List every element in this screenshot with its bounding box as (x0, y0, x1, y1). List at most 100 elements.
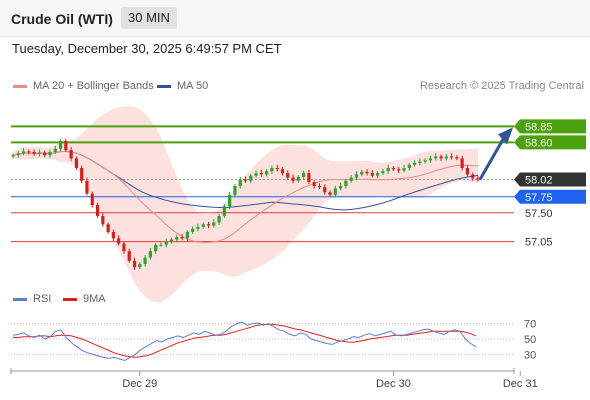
candle-body (418, 161, 422, 163)
candle-body (476, 178, 480, 180)
candle-body (122, 243, 126, 252)
x-axis-label: Dec 29 (122, 378, 157, 390)
candle-body (74, 158, 79, 168)
candle-body (407, 164, 411, 168)
candle-body (381, 171, 385, 174)
candle-body (222, 206, 226, 216)
candle-body (312, 182, 316, 186)
candle-body (455, 157, 459, 159)
price-label: 58.60 (525, 137, 553, 149)
candle-body (376, 173, 380, 176)
candle-body (69, 150, 73, 159)
candle-body (111, 232, 115, 239)
candle-body (307, 173, 311, 183)
candle-body (196, 226, 200, 229)
candle-body (434, 156, 438, 159)
candle-body (175, 237, 179, 240)
candle-body (302, 173, 306, 177)
candle-body (265, 171, 269, 175)
candle-body (465, 168, 470, 175)
candle-body (360, 171, 364, 175)
candle-body (333, 188, 337, 195)
candle-body (391, 168, 396, 170)
candle-body (90, 193, 94, 206)
candle-body (317, 185, 322, 188)
candle-body (148, 251, 152, 258)
candle-body (254, 173, 258, 176)
ma50-swatch (157, 84, 171, 88)
candle-body (143, 257, 147, 264)
x-axis-label: Dec 30 (376, 378, 411, 390)
legend-rsi: RSI (13, 293, 51, 305)
candle-body (53, 148, 57, 152)
instrument-title: Crude Oil (WTI) (11, 11, 113, 27)
candle-body (206, 224, 211, 226)
candle-body (291, 177, 295, 181)
rsi-level-label: 70 (524, 319, 536, 331)
candle-body (106, 224, 110, 232)
header: Crude Oil (WTI) 30 MIN (0, 0, 590, 37)
candle-body (238, 179, 242, 186)
price-label-bg (514, 119, 586, 134)
candle-body (397, 169, 401, 171)
candle-body (85, 180, 89, 194)
candle-body (449, 156, 454, 158)
candle-body (428, 158, 433, 161)
candle-body (185, 232, 189, 239)
candle-body (117, 238, 121, 244)
candle-body (11, 155, 15, 157)
candle-body (127, 251, 131, 261)
price-label: 58.02 (525, 175, 553, 187)
candle-body (460, 158, 464, 168)
price-label: 58.85 (525, 121, 553, 133)
candle-body (169, 239, 174, 242)
rsi-9ma-line (13, 323, 477, 358)
candle-body (243, 179, 248, 181)
timestamp: Tuesday, December 30, 2025 6:49:57 PM CE… (12, 41, 282, 56)
rsi-level-label: 50 (524, 334, 536, 346)
legend-9ma: 9MA (63, 293, 106, 305)
candle-body (439, 156, 443, 159)
candle-body (43, 152, 47, 156)
candle-body (280, 169, 285, 174)
candle-body (64, 141, 68, 151)
candle-body (412, 162, 417, 165)
candle-body (259, 173, 263, 175)
candle-body (132, 260, 137, 268)
ma9-swatch (63, 297, 77, 301)
candle-body (323, 187, 327, 193)
candle-body (249, 175, 253, 181)
candle-body (101, 216, 105, 225)
candle-body (402, 168, 406, 171)
price-label-bg (514, 172, 586, 187)
candle-body (296, 176, 300, 181)
rsi-line (12, 321, 477, 362)
legend-ma20: MA 20 + Bollinger Bands (13, 80, 154, 92)
candle-body (80, 168, 84, 181)
candle-body (328, 192, 332, 195)
candle-body (154, 244, 158, 252)
bollinger-band (13, 105, 478, 303)
candle-body (48, 152, 52, 156)
candle-body (217, 216, 221, 223)
candle-body (275, 168, 279, 170)
candle-body (349, 177, 353, 181)
ma9-label: 9MA (83, 293, 106, 305)
candle-body (138, 264, 142, 268)
candle-body (471, 174, 475, 179)
candle-body (370, 173, 374, 176)
x-axis-label: Dec 31 (503, 378, 538, 390)
interval-button[interactable]: 30 MIN (121, 7, 177, 29)
candle-body (27, 151, 31, 153)
candle-body (354, 174, 359, 178)
candle-body (95, 205, 100, 216)
candle-body (270, 168, 274, 172)
candle-body (444, 156, 448, 159)
ma50-label: MA 50 (177, 80, 209, 92)
price-label-bg (514, 135, 586, 150)
legend-ma50: MA 50 (157, 80, 208, 92)
target-arrow-shaft (478, 138, 505, 181)
candle-body (16, 153, 20, 156)
candle-body (233, 185, 237, 195)
price-label-bg (514, 189, 586, 204)
